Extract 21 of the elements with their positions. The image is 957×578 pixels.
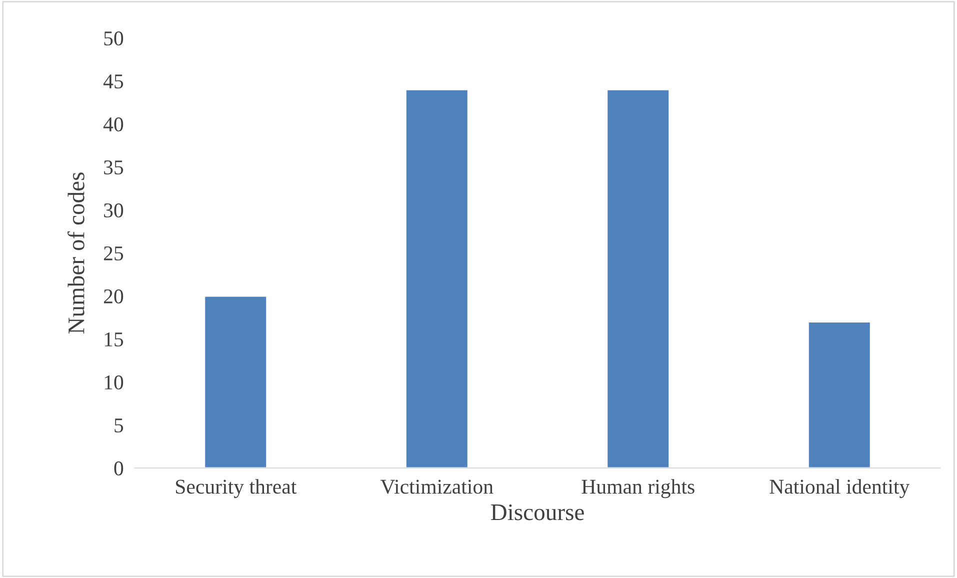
y-tick-label: 50 xyxy=(104,31,124,46)
x-tick-label: National identity xyxy=(770,479,910,498)
y-tick-label: 30 xyxy=(104,203,124,218)
y-tick-label: 45 xyxy=(103,74,124,88)
x-tick-label: Human rights xyxy=(582,479,694,498)
y-tick-label: 0 xyxy=(114,461,124,476)
x-tick-label: Victimization xyxy=(380,480,494,494)
y-tick-label: 25 xyxy=(104,246,124,260)
bar xyxy=(204,295,268,468)
y-tick-label: 10 xyxy=(104,375,124,390)
y-tick-label: 35 xyxy=(104,160,124,174)
y-tick-label: 20 xyxy=(104,289,124,304)
bar xyxy=(404,88,469,468)
bar xyxy=(606,88,670,468)
x-tick-label: Security threat xyxy=(176,479,297,498)
y-tick-label: 40 xyxy=(103,117,124,132)
bar xyxy=(807,321,872,468)
y-tick-label: 5 xyxy=(114,418,124,432)
y-axis-title: Number of codes xyxy=(68,172,84,334)
x-axis-title: Discourse xyxy=(490,504,584,520)
y-tick-label: 15 xyxy=(104,332,124,346)
